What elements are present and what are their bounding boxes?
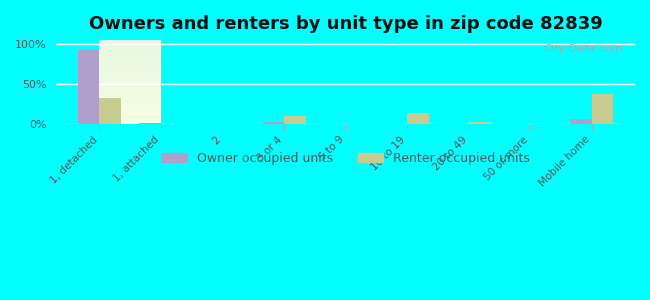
Bar xyxy=(284,116,306,124)
Bar xyxy=(570,119,592,124)
Bar xyxy=(592,94,614,124)
Bar xyxy=(78,50,99,124)
Bar xyxy=(140,123,161,124)
Title: Owners and renters by unit type in zip code 82839: Owners and renters by unit type in zip c… xyxy=(89,15,603,33)
Bar xyxy=(263,122,284,124)
Legend: Owner occupied units, Renter occupied units: Owner occupied units, Renter occupied un… xyxy=(157,147,535,170)
Bar xyxy=(99,98,121,124)
Text: City-Data.com: City-Data.com xyxy=(544,44,623,54)
Bar xyxy=(408,113,429,124)
Bar xyxy=(469,122,490,124)
